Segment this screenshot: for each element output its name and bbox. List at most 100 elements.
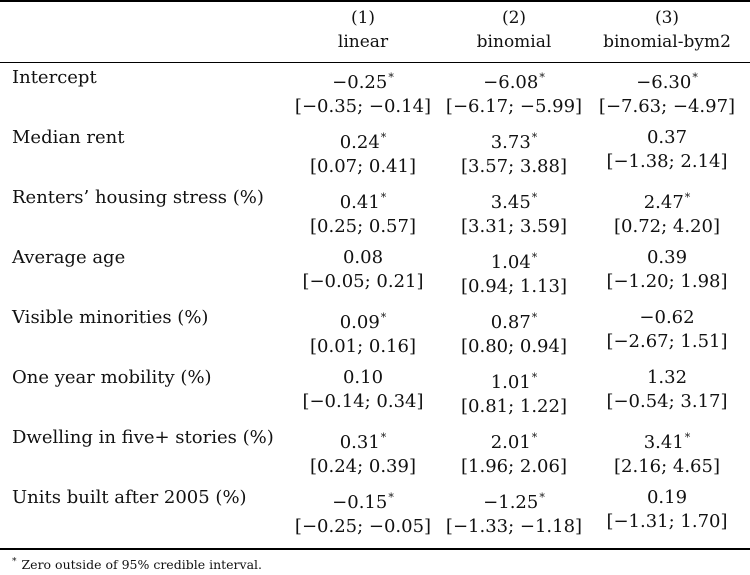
significance-mark: * — [531, 371, 538, 384]
estimate: 0.37 — [592, 126, 742, 150]
credible-interval: [−1.31; 1.70] — [606, 511, 728, 532]
estimate: 3.45* — [441, 186, 587, 215]
estimate-value: −1.25 — [483, 492, 539, 513]
table-cell: −0.25* [−0.35; −0.14] — [291, 66, 435, 119]
significance-mark: * — [388, 491, 394, 504]
credible-interval: [−6.17; −5.99] — [445, 96, 583, 117]
credible-interval: [0.72; 4.20] — [614, 216, 720, 237]
table-cell: −6.30* [−7.63; −4.97] — [592, 66, 742, 119]
estimate-value: 2.01 — [490, 432, 531, 453]
significance-mark: * — [531, 191, 538, 204]
estimate: 0.41* — [291, 186, 435, 215]
credible-interval: [−7.63; −4.97] — [598, 96, 736, 117]
estimate-value: 0.19 — [646, 487, 688, 508]
row-label: Average age — [12, 247, 126, 268]
credible-interval: [3.57; 3.88] — [461, 156, 567, 177]
estimate-value: 3.41 — [643, 432, 684, 453]
table-cell: −0.15* [−0.25; −0.05] — [291, 486, 435, 539]
table-cell: 0.09* [0.01; 0.16] — [291, 306, 435, 359]
row-label: Intercept — [12, 67, 97, 88]
estimate: 0.09* — [291, 306, 435, 335]
credible-interval: [−0.54; 3.17] — [606, 391, 728, 412]
estimate-value: 1.01 — [490, 372, 531, 393]
estimate-value: 2.47 — [643, 192, 684, 213]
estimate-value: 0.37 — [646, 127, 688, 148]
credible-interval: [−0.25; −0.05] — [294, 516, 432, 537]
significance-mark: * — [692, 71, 698, 84]
column-name: binomial — [476, 32, 552, 52]
table-cell: 2.01* [1.96; 2.06] — [441, 426, 587, 479]
estimate: 3.41* — [592, 426, 742, 455]
estimate: 2.01* — [441, 426, 587, 455]
estimate: 0.87* — [441, 306, 587, 335]
estimate: 0.39 — [592, 246, 742, 270]
estimate: 0.08 — [291, 246, 435, 270]
estimate: 0.24* — [291, 126, 435, 155]
estimate: 0.10 — [291, 366, 435, 390]
significance-mark: * — [380, 431, 387, 444]
significance-mark: * — [539, 71, 545, 84]
table-cell: 3.73* [3.57; 3.88] — [441, 126, 587, 179]
estimate-value: 3.45 — [490, 192, 531, 213]
credible-interval: [2.16; 4.65] — [614, 456, 720, 477]
column-number: (1) — [350, 8, 376, 28]
table-cell: 0.87* [0.80; 0.94] — [441, 306, 587, 359]
row-label: Renters’ housing stress (%) — [12, 187, 264, 208]
table-cell: 3.45* [3.31; 3.59] — [441, 186, 587, 239]
estimate: −1.25* — [441, 486, 587, 515]
estimate-value: 0.24 — [339, 132, 380, 153]
estimate: −0.62 — [592, 306, 742, 330]
table-cell: 0.39 [−1.20; 1.98] — [592, 246, 742, 294]
table-cell: 1.01* [0.81; 1.22] — [441, 366, 587, 419]
estimate: 1.32 — [592, 366, 742, 390]
estimate-value: 0.09 — [339, 312, 380, 333]
significance-mark: * — [531, 311, 538, 324]
estimate-value: −6.30 — [636, 72, 692, 93]
estimate-value: 0.41 — [339, 192, 380, 213]
significance-mark: * — [380, 131, 387, 144]
estimate: −0.25* — [291, 66, 435, 95]
credible-interval: [−0.05; 0.21] — [302, 271, 424, 292]
estimate-value: 0.10 — [342, 367, 384, 388]
credible-interval: [0.94; 1.13] — [461, 276, 567, 297]
column-number: (3) — [654, 8, 680, 28]
table-cell: 0.19 [−1.31; 1.70] — [592, 486, 742, 534]
credible-interval: [3.31; 3.59] — [461, 216, 567, 237]
significance-mark: * — [531, 131, 538, 144]
column-header-1: (1) linear — [291, 6, 435, 54]
estimate-value: −0.15 — [332, 492, 388, 513]
estimate: 3.73* — [441, 126, 587, 155]
column-name: linear — [337, 32, 389, 52]
table-cell: 0.08 [−0.05; 0.21] — [291, 246, 435, 294]
significance-mark: * — [684, 191, 691, 204]
estimate-value: −6.08 — [483, 72, 539, 93]
table-cell: 0.31* [0.24; 0.39] — [291, 426, 435, 479]
estimate: −0.15* — [291, 486, 435, 515]
table-cell: 0.24* [0.07; 0.41] — [291, 126, 435, 179]
credible-interval: [−0.35; −0.14] — [294, 96, 432, 117]
significance-mark: * — [531, 431, 538, 444]
credible-interval: [0.80; 0.94] — [461, 336, 567, 357]
estimate: −6.30* — [592, 66, 742, 95]
estimate: 0.31* — [291, 426, 435, 455]
estimate-value: 3.73 — [490, 132, 531, 153]
table-cell: 0.37 [−1.38; 2.14] — [592, 126, 742, 174]
significance-mark: * — [684, 431, 691, 444]
table-cell: 1.04* [0.94; 1.13] — [441, 246, 587, 299]
row-label: One year mobility (%) — [12, 367, 212, 388]
significance-mark: * — [388, 71, 394, 84]
table-cell: 3.41* [2.16; 4.65] — [592, 426, 742, 479]
credible-interval: [−1.33; −1.18] — [445, 516, 583, 537]
credible-interval: [1.96; 2.06] — [461, 456, 567, 477]
table-cell: 2.47* [0.72; 4.20] — [592, 186, 742, 239]
table-bottom-rule — [0, 548, 750, 550]
column-number: (2) — [501, 8, 527, 28]
estimate: 1.01* — [441, 366, 587, 395]
table-top-rule — [0, 0, 750, 2]
credible-interval: [−1.20; 1.98] — [606, 271, 728, 292]
table-cell: −6.08* [−6.17; −5.99] — [441, 66, 587, 119]
estimate: 2.47* — [592, 186, 742, 215]
footnote-mark: * — [12, 557, 17, 567]
credible-interval: [0.07; 0.41] — [310, 156, 416, 177]
table-cell: −1.25* [−1.33; −1.18] — [441, 486, 587, 539]
